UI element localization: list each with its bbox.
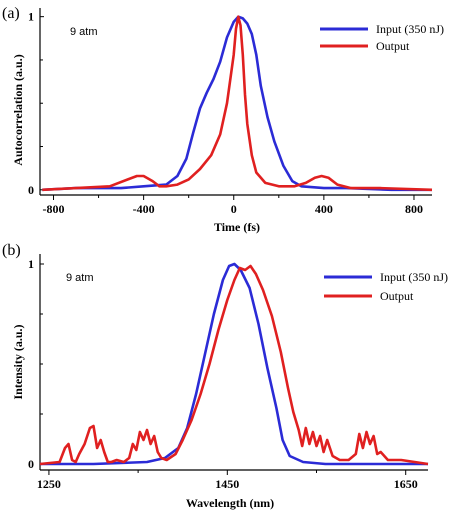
panel-a-series-input-line <box>42 15 432 192</box>
panel-a-x-tick-label: -400 <box>133 202 155 216</box>
panel-b-x-tick-label: 1250 <box>37 477 61 491</box>
panel-b-series-output-line <box>39 264 429 466</box>
panel-a-y-tick-label: 0 <box>28 183 34 197</box>
legend-output-label: Output <box>380 289 414 303</box>
panel-a-y-axis-label: Autocorrelation (a.u.) <box>11 54 25 165</box>
panel-a-label: (a) <box>2 5 20 22</box>
panel-a-x-axis-label: Time (fs) <box>214 220 260 234</box>
panel-b-annotation: 9 atm <box>66 272 94 284</box>
panel-b-intensity: (b) 9 atm Intensity (a.u.) Wavelength (n… <box>2 242 448 510</box>
panel-a-autocorrelation: (a) 9 atm Autocorrelation (a.u.) Time (f… <box>2 5 444 234</box>
panel-b-y-tick-label: 0 <box>28 457 34 471</box>
panel-b-y-tick-label: 1 <box>28 257 34 271</box>
legend-output-label: Output <box>376 39 410 53</box>
panel-b-series-input-line <box>40 262 428 466</box>
panel-b-x-axis-label: Wavelength (nm) <box>186 496 274 510</box>
panel-b-x-tick-label: 1650 <box>394 477 418 491</box>
panel-a-y-tick-label: 1 <box>28 10 34 24</box>
panel-b-x-tick-label: 1450 <box>215 477 239 491</box>
panel-b-y-axis-label: Intensity (a.u.) <box>11 324 25 399</box>
panel-a-x-tick-label: 800 <box>405 202 423 216</box>
legend-input-label: Input (350 nJ) <box>380 270 448 284</box>
panel-a-annotation: 9 atm <box>70 26 98 38</box>
legend-input-label: Input (350 nJ) <box>376 22 444 36</box>
panel-a-x-tick-label: 400 <box>315 202 333 216</box>
panel-a-legend: Input (350 nJ) Output <box>320 22 444 53</box>
panel-b-label: (b) <box>2 242 21 259</box>
panel-a-x-tick-label: -800 <box>43 202 65 216</box>
panel-a-x-tick-label: 0 <box>231 202 237 216</box>
panel-b-legend: Input (350 nJ) Output <box>324 270 448 303</box>
panel-a-series-output-line <box>42 15 433 192</box>
